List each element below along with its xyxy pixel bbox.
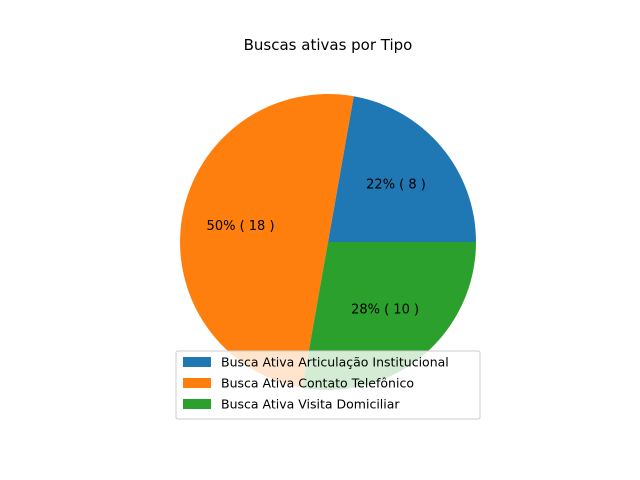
legend-label-1: Busca Ativa Articulação Institucional	[221, 355, 449, 370]
legend-label-2: Busca Ativa Contato Telefônico	[221, 376, 414, 391]
legend: Busca Ativa Articulação Institucional Bus…	[175, 350, 481, 420]
pie-slice-1	[328, 96, 476, 243]
legend-swatch-2	[183, 378, 211, 388]
legend-label-3: Busca Ativa Visita Domiciliar	[221, 397, 400, 412]
legend-swatch-3	[183, 399, 211, 409]
slice-label-1: 22% ( 8 )	[366, 177, 426, 192]
slice-label-2: 50% ( 18 )	[207, 219, 275, 234]
chart-title: Buscas ativas por Tipo	[244, 36, 413, 54]
legend-items: Busca Ativa Articulação Institucional Bus…	[183, 355, 449, 412]
pie-slice-labels: 22% ( 8 ) 50% ( 18 ) 28% ( 10 )	[207, 177, 426, 317]
pie-slice-2	[180, 94, 354, 388]
legend-swatch-1	[183, 357, 211, 367]
pie-slices	[180, 94, 476, 391]
legend-frame	[175, 350, 481, 420]
slice-label-3: 28% ( 10 )	[351, 303, 419, 318]
